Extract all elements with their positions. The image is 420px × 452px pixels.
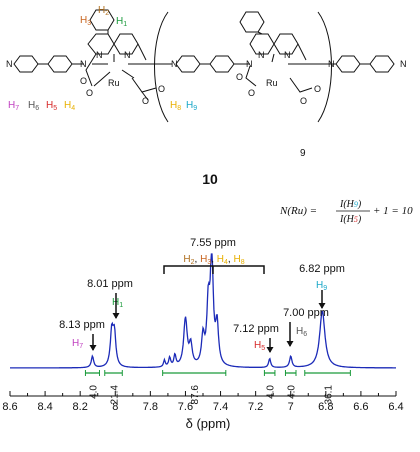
proton-label-h2: H2	[98, 5, 109, 17]
atom-n-7: N	[171, 59, 178, 69]
peak-label-1: 8.01 ppm	[87, 278, 133, 290]
repeat-count: 9	[300, 148, 306, 159]
peak-proton-1: H1	[112, 297, 123, 309]
proton-label-h8: H8	[170, 100, 181, 112]
proton-labels: H1 H2 H3 H4 H5 H6 H7 H8 H9	[8, 5, 197, 112]
metal-label-right: Ru	[266, 78, 278, 88]
x-axis-label: δ (ppm)	[186, 416, 231, 431]
peak-label-3: 7.12 ppm	[233, 323, 279, 335]
atom-n-left: N	[6, 59, 13, 69]
integral-value-4: 4.0	[287, 385, 298, 399]
compound-number: 10	[202, 171, 218, 187]
proton-label-h9: H9	[186, 100, 197, 112]
atom-o-4: O	[158, 84, 165, 94]
peak-arrowhead-0	[89, 345, 97, 351]
atom-n-9: N	[328, 59, 335, 69]
atom-o-7: O	[300, 96, 307, 106]
peak-arrowhead-4	[286, 341, 294, 347]
formula-rhs: + 1 = 10	[373, 205, 413, 217]
atom-n-4: N	[124, 50, 131, 60]
integral-value-2: 87.6	[190, 385, 201, 405]
pyridine-ring-left	[13, 55, 39, 73]
x-tick-label: 8	[112, 401, 118, 413]
atom-o-5: O	[236, 72, 243, 82]
pyridine-ring-left-2	[47, 55, 73, 73]
x-tick-label: 7.6	[178, 401, 193, 413]
peak-arrowhead-1	[112, 313, 120, 319]
x-tick-label: 8.4	[37, 401, 52, 413]
proton-label-h6: H6	[28, 100, 39, 112]
atom-n-8: N	[246, 59, 253, 69]
x-tick-label: 7.8	[143, 401, 158, 413]
atom-n-5: N	[258, 50, 265, 60]
peak-proton-5: H9	[316, 280, 327, 292]
pyridine-ring-mid-a	[175, 55, 201, 73]
atom-o-8: O	[314, 84, 321, 94]
x-tick-label: 6.6	[353, 401, 368, 413]
pyridine-ring-mid-b	[209, 55, 235, 73]
integral-value-5: 36.1	[324, 385, 335, 405]
proton-label-h3: H3	[80, 15, 91, 27]
multiplet-bracket	[163, 265, 265, 274]
pyridine-ring-right-2	[369, 55, 395, 73]
peak-label-multiplet: 7.55 ppm	[190, 237, 236, 249]
atom-o-1: O	[80, 76, 87, 86]
peak-arrowhead-3	[266, 347, 274, 353]
proton-label-h5: H5	[46, 100, 57, 112]
nmr-spectrum: 4.021.487.64.04.036.18.68.48.287.87.67.4…	[2, 237, 403, 431]
molecular-structure	[13, 9, 395, 123]
atom-o-2: O	[86, 88, 93, 98]
peak-proton-0: H7	[72, 338, 83, 350]
x-tick-label: 6.4	[388, 401, 403, 413]
peak-proton-multiplet: H2, H3, H4, H8	[183, 254, 244, 266]
pyridine-ring-right	[335, 55, 361, 73]
atom-n-2: N	[80, 59, 87, 69]
atom-o-3: O	[142, 96, 149, 106]
x-tick-label: 7	[288, 401, 294, 413]
bracket-right	[317, 11, 332, 123]
carboxylate-left	[85, 53, 97, 87]
atom-o-6: O	[248, 88, 255, 98]
x-tick-label: 7.4	[213, 401, 228, 413]
peak-proton-3: H5	[254, 340, 265, 352]
peak-label-5: 6.82 ppm	[299, 263, 345, 275]
spectrum-line	[10, 253, 396, 369]
x-tick-label: 8.2	[73, 401, 88, 413]
peak-label-0: 8.13 ppm	[59, 319, 105, 331]
metal-label-left: Ru	[108, 78, 120, 88]
bracket-left	[154, 11, 169, 123]
x-tick-label: 7.2	[248, 401, 263, 413]
proton-label-h4: H4	[64, 100, 75, 112]
proton-label-h7: H7	[8, 100, 19, 112]
atom-n-3: N	[96, 50, 103, 60]
pyridine-ring-top	[89, 9, 115, 31]
formula-lhs: N(Ru) =	[279, 205, 317, 217]
formula-denominator: I(H5)	[339, 214, 362, 225]
atom-n-right: N	[400, 59, 407, 69]
proton-label-h1: H1	[116, 16, 127, 28]
peak-label-4: 7.00 ppm	[283, 307, 329, 319]
x-tick-label: 8.6	[2, 401, 17, 413]
peak-arrowhead-5	[318, 303, 326, 309]
peak-proton-4: H6	[296, 326, 307, 338]
formula-numerator: I(H9)	[339, 199, 362, 210]
formula: N(Ru) = I(H9) I(H5) + 1 = 10	[279, 199, 413, 225]
integral-value-0: 4.0	[88, 385, 99, 399]
atom-n-6: N	[284, 50, 291, 60]
integral-value-3: 4.0	[266, 385, 277, 399]
x-tick-label: 6.8	[318, 401, 333, 413]
